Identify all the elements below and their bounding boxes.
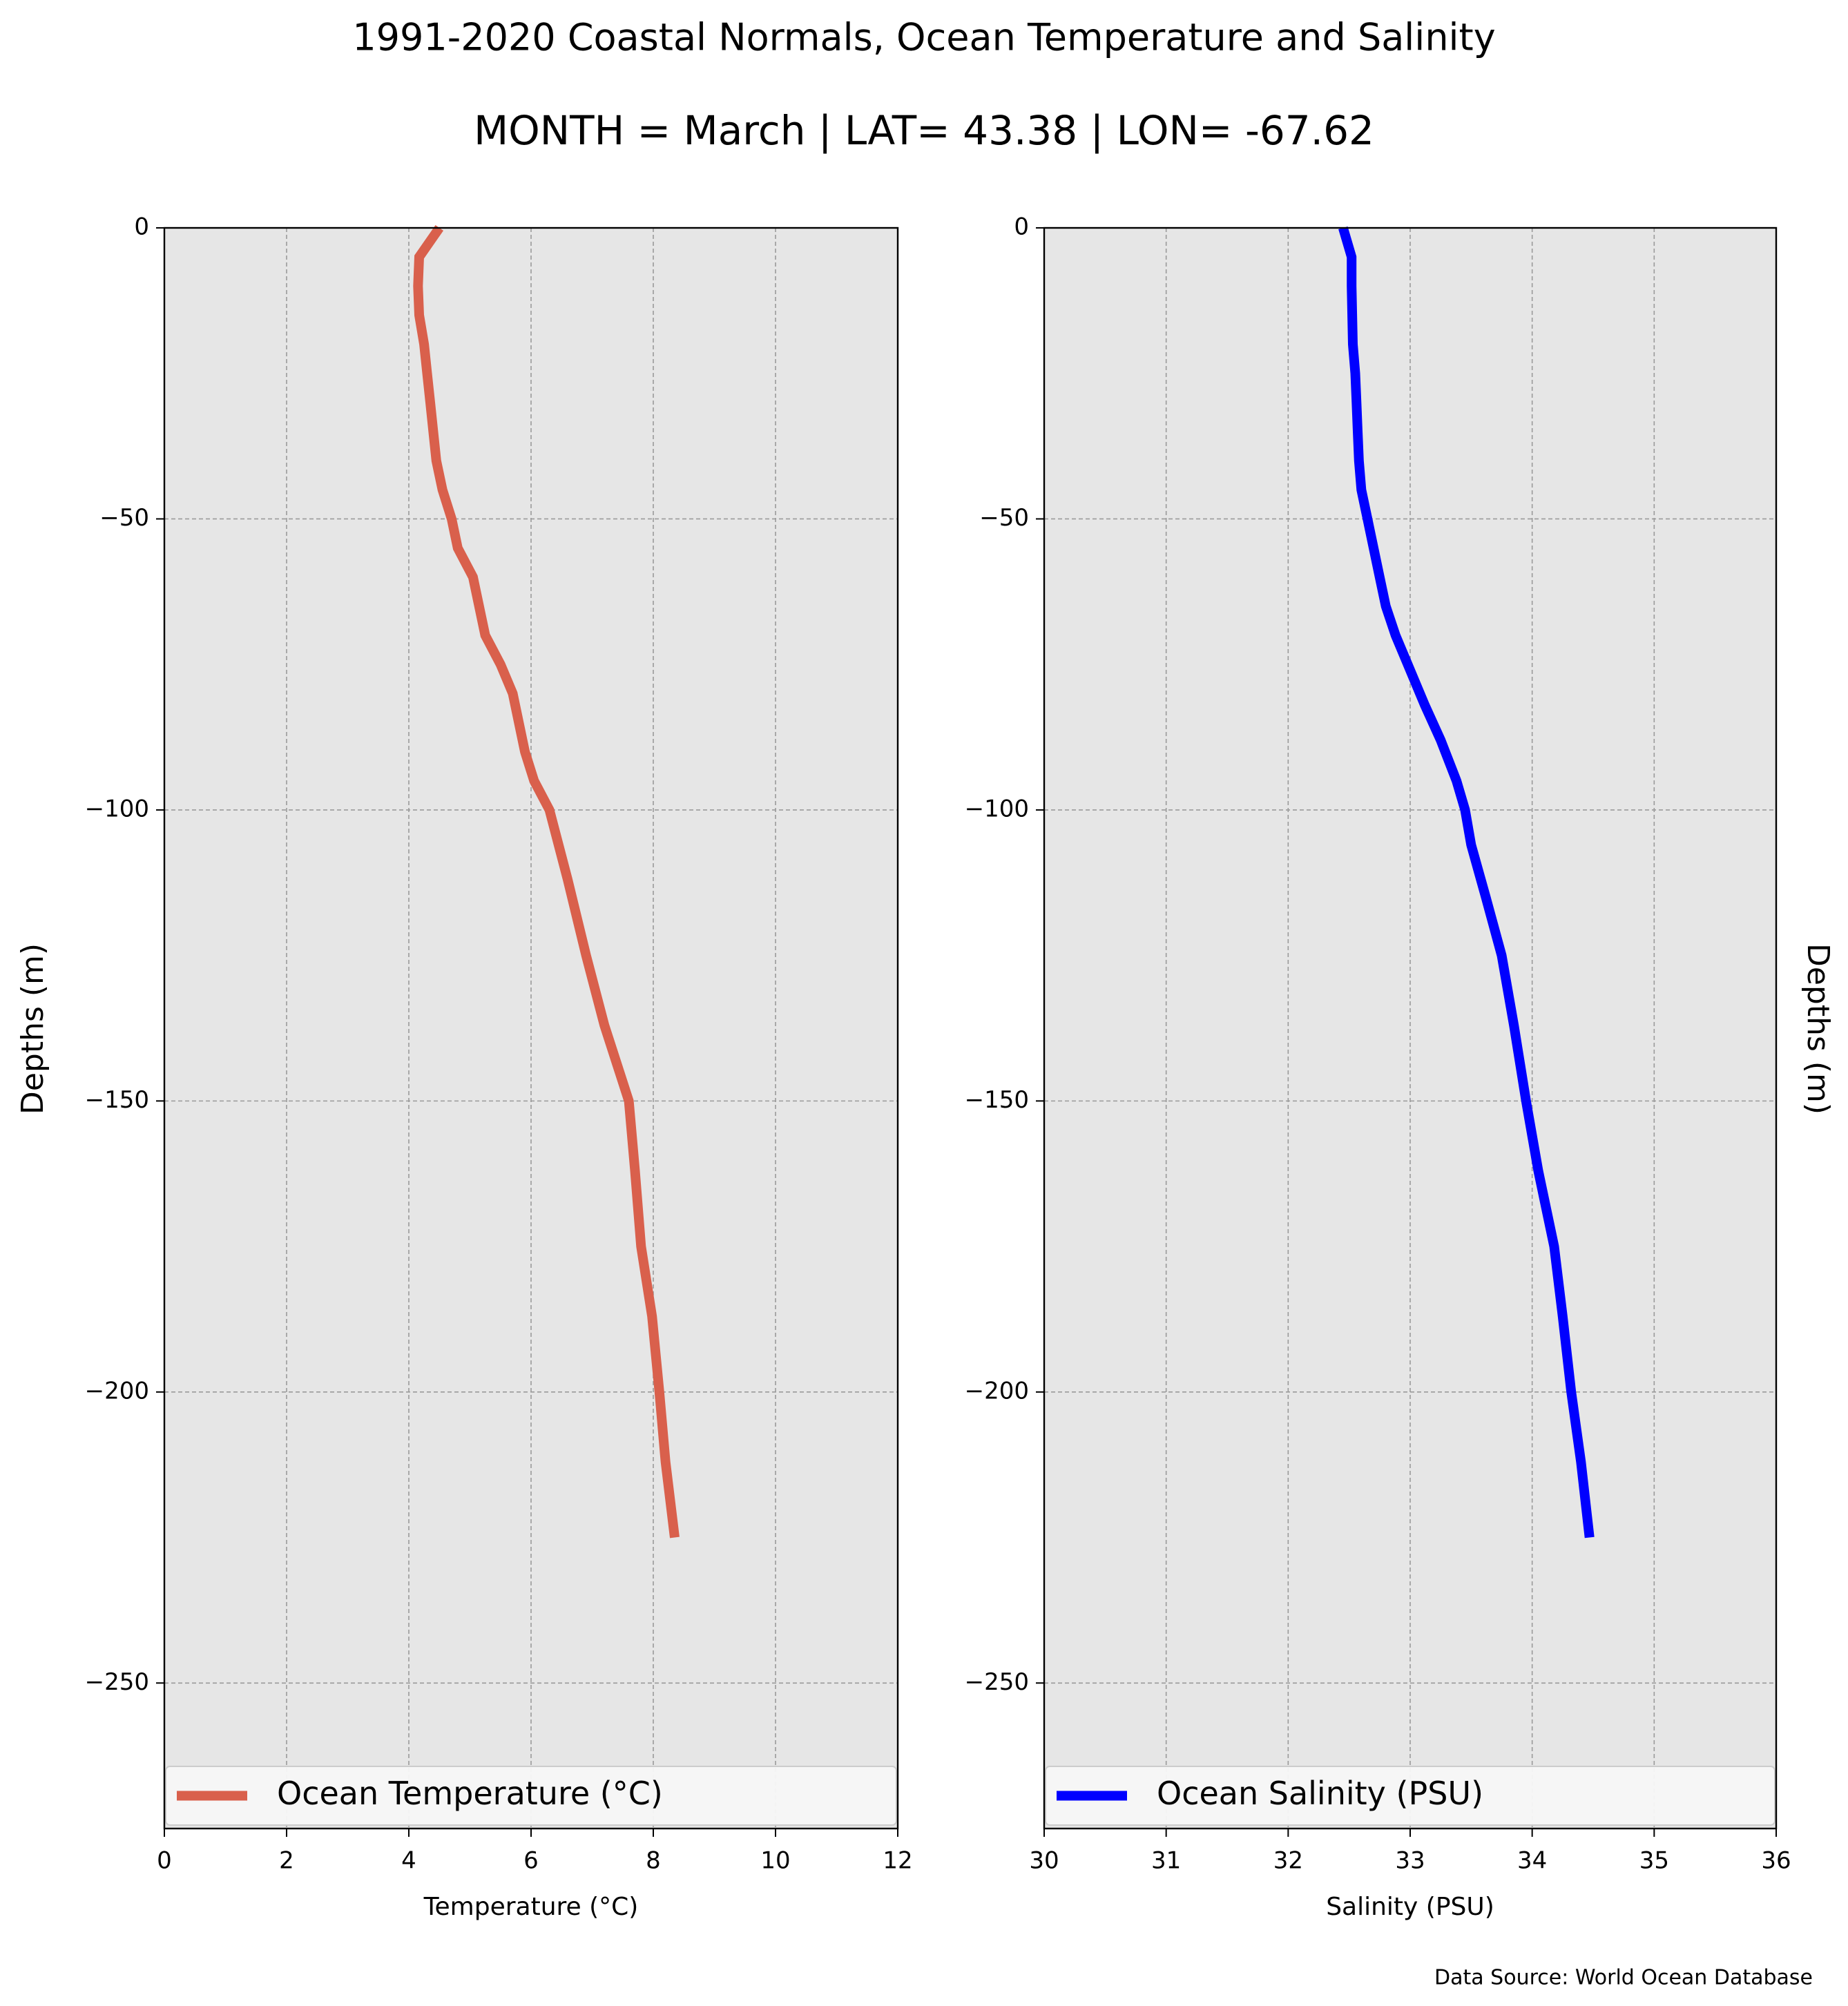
legend-box [1045, 1766, 1775, 1826]
x-tick-label: 35 [1639, 1847, 1669, 1875]
chart-title: 1991-2020 Coastal Normals, Ocean Tempera… [352, 16, 1495, 59]
x-tick-label: 36 [1761, 1847, 1791, 1875]
x-tick-label: 32 [1273, 1847, 1303, 1875]
y-tick-label: −100 [965, 795, 1029, 822]
y-tick-label: −150 [965, 1086, 1029, 1114]
x-axis-label: Temperature (°C) [423, 1893, 639, 1921]
legend-label: Ocean Salinity (PSU) [1157, 1775, 1483, 1812]
x-tick-label: 0 [157, 1847, 172, 1875]
series-line-temperature [413, 225, 680, 1539]
legend-box [165, 1766, 897, 1826]
y-tick-label: 0 [134, 213, 149, 241]
x-tick-label: 8 [646, 1847, 661, 1875]
data-source-note: Data Source: World Ocean Database [1434, 1966, 1813, 1990]
legend-label: Ocean Temperature (°C) [277, 1775, 663, 1812]
y-tick-label: −50 [979, 504, 1029, 532]
x-tick-label: 2 [279, 1847, 294, 1875]
chart-subtitle: MONTH = March | LAT= 43.38 | LON= -67.62 [474, 107, 1374, 154]
y-tick-label: −250 [965, 1668, 1029, 1696]
temperature-panel: Ocean Temperature (°C) 0 2 4 6 8 10 12 0 −50 −100 −… [15, 213, 913, 1922]
y-tick-label: −100 [85, 795, 149, 822]
series-line-salinity [1338, 226, 1595, 1539]
y-tick-label: −250 [85, 1668, 149, 1696]
y-tick-label: −200 [965, 1377, 1029, 1405]
y-tick-label: 0 [1014, 213, 1029, 241]
y-tick-label: −50 [99, 504, 149, 532]
x-tick-label: 30 [1029, 1847, 1059, 1875]
y-tick-label: −200 [85, 1377, 149, 1405]
x-tick-label: 4 [401, 1847, 416, 1875]
x-tick-label: 6 [523, 1847, 539, 1875]
salinity-panel: Ocean Salinity (PSU) 30 31 32 33 34 35 36 0 −50 −1… [965, 213, 1836, 1922]
x-tick-label: 10 [760, 1847, 790, 1875]
y-axis-label: Depths (m) [15, 943, 50, 1115]
y-axis-label: Depths (m) [1800, 943, 1836, 1115]
y-tick-label: −150 [85, 1086, 149, 1114]
x-tick-label: 31 [1151, 1847, 1181, 1875]
x-axis-label: Salinity (PSU) [1326, 1893, 1494, 1921]
x-tick-label: 12 [883, 1847, 912, 1875]
x-tick-label: 33 [1395, 1847, 1425, 1875]
x-tick-label: 34 [1517, 1847, 1547, 1875]
